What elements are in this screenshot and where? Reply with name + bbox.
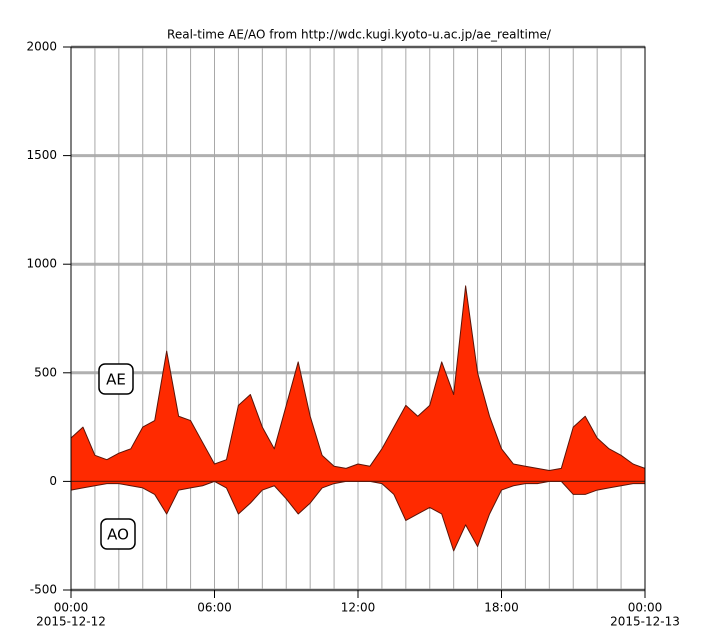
annotation-box: [100, 518, 136, 550]
chart-title: Real-time AE/AO from http://wdc.kugi.kyo…: [167, 28, 552, 42]
x-tick-label: 18:00: [484, 601, 519, 615]
y-tick-label: -500: [30, 583, 57, 597]
y-tick-label: 2000: [26, 40, 57, 54]
annotation: AE: [98, 363, 134, 395]
grid: [70, 45, 646, 592]
x-tick-label: 12:00: [341, 601, 376, 615]
annotation-text: AO: [107, 526, 129, 544]
area: [70, 285, 646, 482]
x-date-label: 2015-12-12: [36, 615, 106, 629]
x-tick-label: 00:00: [54, 601, 89, 615]
annotation-box: [98, 363, 134, 395]
x-tick-label: 00:00: [628, 601, 663, 615]
y-tick-label: 1000: [26, 257, 57, 271]
axes: -500 0 500 1000 1500 2000 00:00 06:00 12:00 18:00…: [26, 40, 679, 629]
y-tick-label: 500: [34, 365, 57, 379]
y-tick-label: 1500: [26, 148, 57, 162]
x-date-label: 2015-12-13: [610, 615, 680, 629]
annotation: AO: [100, 518, 136, 550]
annotation-text: AE: [106, 371, 126, 389]
x-tick-label: 06:00: [197, 601, 232, 615]
area: [70, 480, 646, 552]
plot-area: [70, 285, 646, 552]
y-tick-label: 0: [49, 474, 57, 488]
